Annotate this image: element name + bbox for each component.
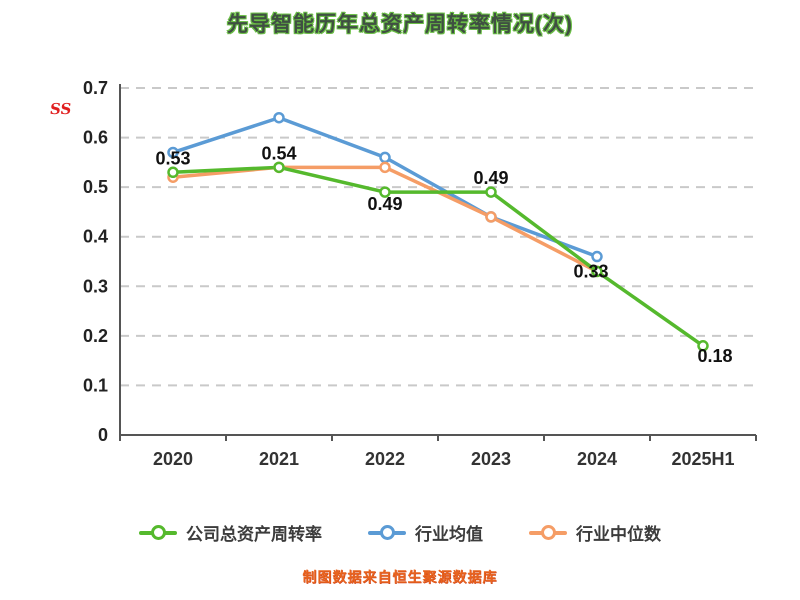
x-tick-label: 2024 [577, 449, 617, 469]
data-point [485, 186, 497, 198]
series-line-0 [171, 165, 705, 348]
data-source-note: 制图数据来自恒生聚源数据库 [302, 569, 498, 585]
x-tick-label: 2022 [365, 449, 405, 469]
point-value-label: 0.54 [261, 143, 296, 163]
legend-marker-orange [529, 525, 567, 540]
legend-label: 行业中位数 [576, 525, 661, 544]
data-point [273, 161, 285, 174]
point-value-label: 0.53 [155, 148, 190, 168]
y-tick-label: 0.5 [83, 177, 108, 197]
y-tick-label: 0.2 [83, 326, 108, 346]
data-point [591, 265, 603, 278]
point-value-label: 0.33 [573, 261, 608, 281]
y-tick-label: 0.4 [83, 227, 108, 247]
legend-marker-green [139, 525, 177, 540]
y-tick-label: 0.1 [83, 375, 108, 395]
x-tick-label: 2023 [471, 449, 511, 469]
y-tick-label: 0.7 [83, 78, 108, 98]
point-value-label: 0.18 [697, 346, 732, 366]
point-value-label: 0.49 [367, 194, 402, 214]
data-point [697, 340, 709, 352]
y-tick-label: 0.6 [83, 128, 108, 148]
legend-label: 公司总资产周转率 [186, 525, 322, 544]
x-tick-label: 2021 [259, 449, 299, 469]
y-tick-label: 0 [98, 425, 108, 445]
chart-legend: 公司总资产周转率 行业均值 行业中位数 [0, 520, 800, 545]
y-tick-label: 0.3 [83, 276, 108, 296]
data-point [273, 111, 285, 124]
legend-item-industry-mean[interactable]: 行业均值 [368, 520, 483, 545]
series-line-2 [171, 165, 599, 274]
point-value-label: 0.49 [473, 168, 508, 188]
data-point [379, 161, 391, 174]
data-point [485, 211, 497, 223]
legend-marker-blue [368, 525, 406, 540]
legend-item-company[interactable]: 公司总资产周转率 [139, 520, 322, 545]
x-tick-label: 2020 [153, 449, 193, 469]
data-point [379, 151, 391, 164]
legend-label: 行业均值 [415, 525, 483, 544]
legend-item-industry-median[interactable]: 行业中位数 [529, 520, 661, 545]
data-point [591, 250, 603, 263]
x-tick-label: 2025H1 [671, 449, 734, 469]
data-point [167, 166, 179, 179]
data-point [379, 186, 391, 198]
chart-title: 先导智能历年总资产周转率情况(次) [227, 13, 573, 36]
data-point [167, 146, 179, 159]
